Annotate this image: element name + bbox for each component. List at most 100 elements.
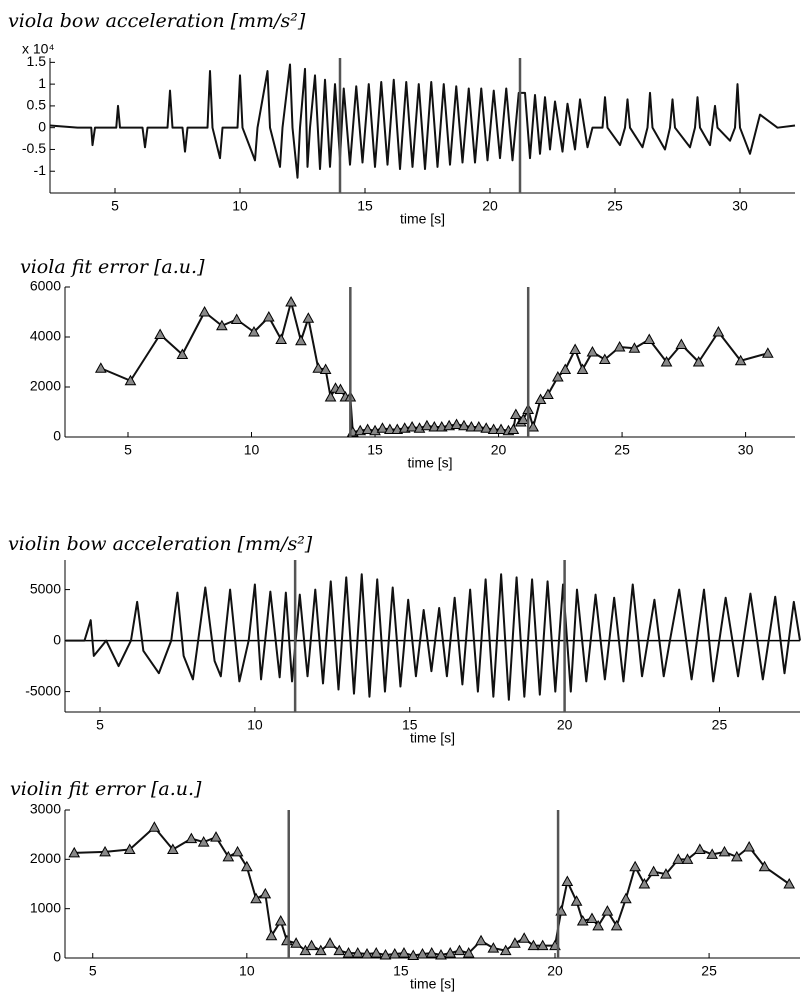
- data-marker: [536, 939, 549, 951]
- data-marker: [265, 929, 278, 941]
- data-marker: [314, 944, 327, 956]
- data-marker: [334, 383, 347, 394]
- x-axis-label: time [s]: [410, 730, 455, 746]
- data-marker: [706, 848, 719, 859]
- x-tick-label: 25: [607, 198, 623, 214]
- data-marker: [148, 821, 161, 832]
- data-marker: [361, 948, 373, 959]
- y-tick-label: 0.5: [27, 97, 47, 113]
- data-marker: [210, 831, 222, 842]
- data-marker: [743, 840, 756, 852]
- data-marker: [487, 423, 500, 434]
- data-marker: [586, 345, 599, 357]
- x-tick-label: 30: [738, 442, 754, 458]
- x-tick-label: 25: [712, 717, 728, 733]
- x-tick-label: 10: [239, 963, 255, 979]
- data-marker: [99, 845, 111, 857]
- y-tick-label: 2000: [30, 850, 61, 866]
- data-marker: [542, 388, 554, 399]
- data-marker: [465, 420, 478, 432]
- data-marker: [712, 325, 725, 337]
- data-marker: [290, 937, 302, 948]
- data-marker: [428, 420, 441, 432]
- data-marker: [601, 905, 614, 916]
- data-marker: [509, 937, 521, 948]
- data-marker: [361, 423, 374, 434]
- data-marker: [370, 947, 383, 958]
- data-marker: [274, 914, 287, 926]
- data-marker: [638, 877, 651, 889]
- data-marker: [185, 832, 198, 844]
- data-marker: [758, 860, 771, 872]
- x-tick-label: 10: [232, 198, 248, 214]
- data-marker: [499, 944, 512, 956]
- data-line: [74, 826, 790, 957]
- data-marker: [379, 949, 392, 960]
- data-marker: [248, 325, 260, 337]
- data-marker: [647, 865, 660, 877]
- data-marker: [198, 305, 211, 317]
- data-marker: [576, 914, 589, 926]
- x-axis-label: time [s]: [407, 455, 452, 471]
- y-tick-label: 2000: [30, 378, 61, 394]
- data-marker: [324, 390, 337, 402]
- data-marker: [421, 419, 433, 431]
- x-tick-label: 10: [244, 442, 260, 458]
- data-marker: [559, 363, 572, 374]
- data-marker: [570, 895, 583, 906]
- panel-title: violin bow acceleration [mm/s²]: [8, 533, 313, 555]
- data-marker: [176, 348, 189, 359]
- x-tick-label: 5: [124, 442, 132, 458]
- data-marker: [660, 355, 673, 367]
- data-marker: [167, 843, 179, 854]
- data-marker: [351, 947, 364, 958]
- y-tick-label: 0: [53, 428, 61, 444]
- x-tick-label: 20: [491, 442, 507, 458]
- data-marker: [197, 836, 210, 847]
- x-tick-label: 15: [357, 198, 373, 214]
- data-marker: [734, 354, 747, 366]
- data-line: [49, 63, 796, 179]
- panel-title: viola fit error [a.u.]: [20, 256, 205, 278]
- data-marker: [693, 843, 706, 854]
- data-marker: [672, 853, 685, 864]
- y-tick-label: 3000: [30, 801, 61, 817]
- data-marker: [613, 340, 626, 352]
- data-marker: [453, 944, 466, 956]
- data-marker: [761, 347, 774, 358]
- data-marker: [262, 310, 275, 322]
- data-marker: [643, 333, 656, 344]
- data-marker: [569, 343, 581, 354]
- data-marker: [295, 334, 307, 346]
- data-marker: [681, 853, 694, 864]
- data-marker: [259, 887, 272, 899]
- data-marker: [718, 845, 731, 857]
- data-marker: [629, 860, 641, 872]
- y-tick-label: 5000: [30, 580, 61, 596]
- data-marker: [319, 363, 332, 374]
- data-marker: [240, 860, 253, 872]
- x-tick-label: 10: [247, 717, 263, 733]
- x-tick-label: 20: [482, 198, 498, 214]
- data-marker: [472, 420, 485, 432]
- y-multiplier: x 10⁴: [22, 41, 54, 57]
- data-marker: [333, 944, 346, 956]
- data-marker: [692, 355, 705, 367]
- data-marker: [509, 408, 522, 419]
- data-marker: [517, 413, 530, 424]
- data-marker: [783, 877, 796, 889]
- data-marker: [435, 949, 447, 960]
- data-marker: [458, 419, 470, 431]
- x-tick-label: 25: [701, 963, 717, 979]
- y-tick-label: 6000: [30, 278, 61, 294]
- data-marker: [376, 422, 389, 433]
- data-marker: [462, 947, 475, 958]
- data-marker: [416, 948, 429, 959]
- data-marker: [231, 845, 244, 857]
- data-marker: [407, 949, 420, 961]
- data-line: [65, 573, 801, 701]
- x-tick-label: 5: [111, 198, 119, 214]
- data-marker: [576, 363, 589, 374]
